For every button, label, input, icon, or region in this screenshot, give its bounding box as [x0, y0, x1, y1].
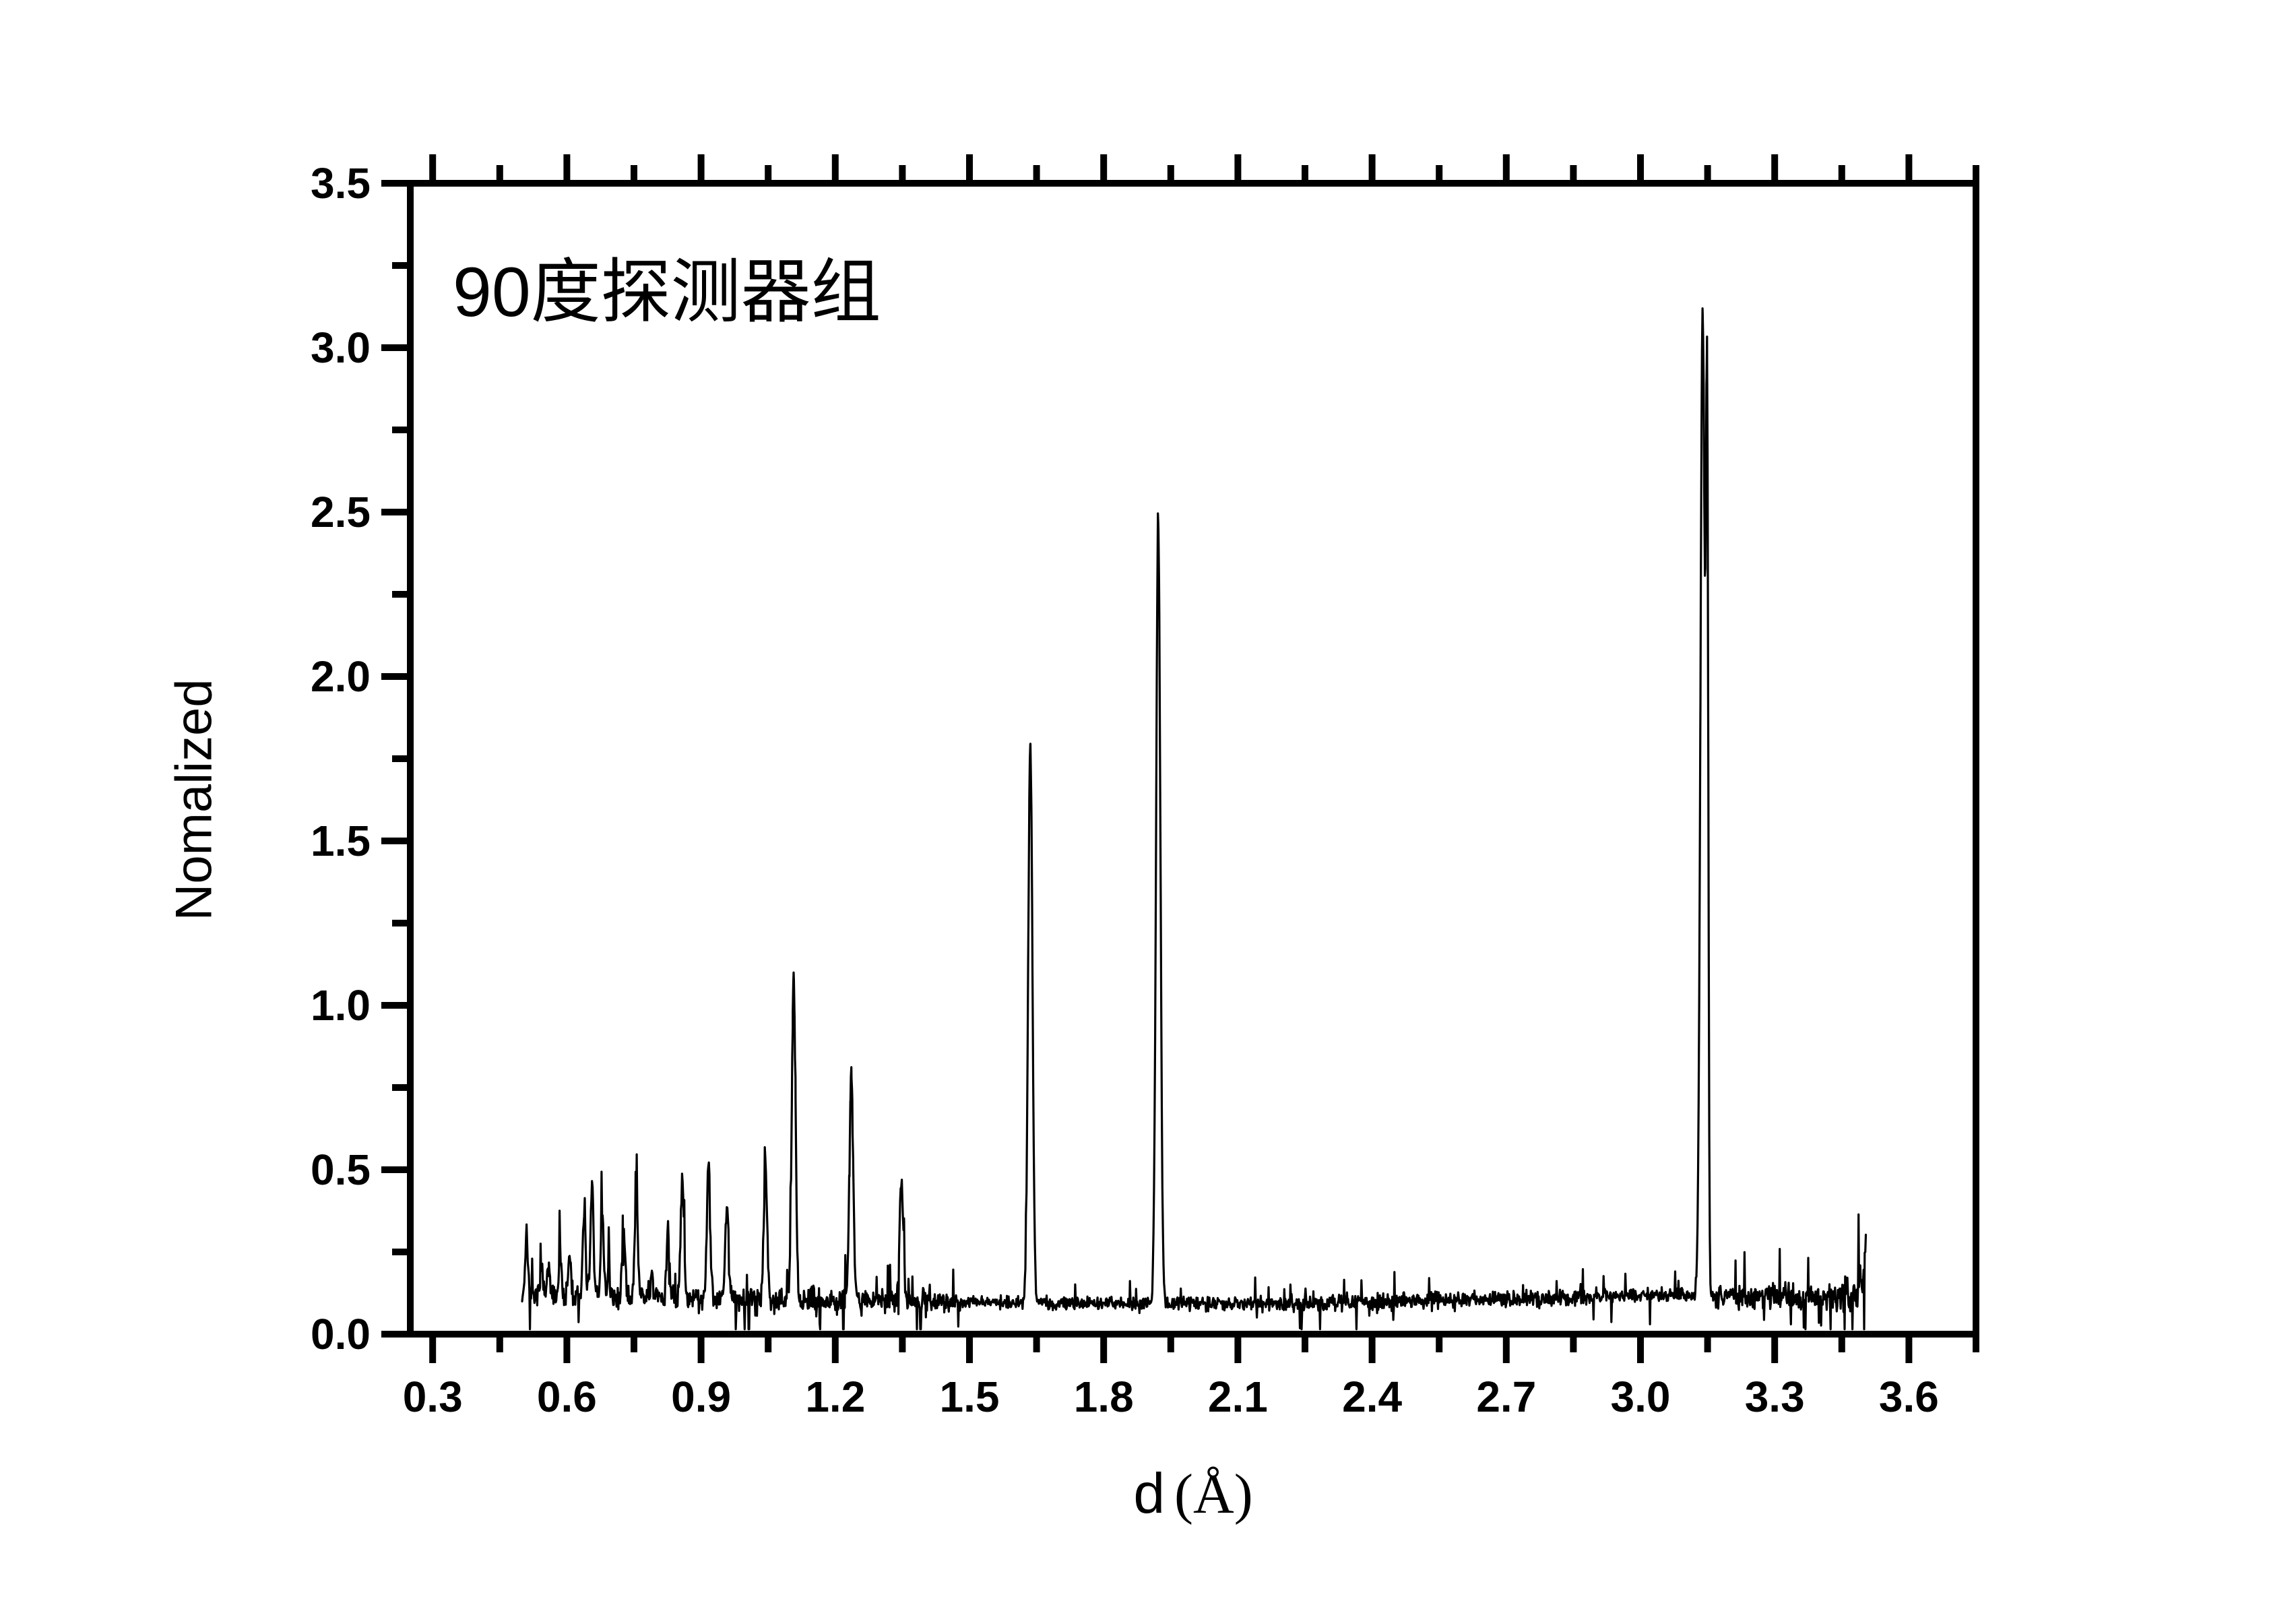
x-tick-label: 1.8: [1073, 1373, 1134, 1421]
annotation-90deg-detector-group: 90度探测器组: [453, 253, 881, 332]
x-tick-label: 0.9: [671, 1373, 732, 1421]
x-tick-label: 0.6: [536, 1373, 597, 1421]
y-tick-label: 3.5: [311, 159, 371, 208]
x-tick-label: 1.2: [805, 1373, 866, 1421]
diffraction-trace: [521, 307, 1868, 1331]
y-tick-label: 3.0: [311, 323, 371, 372]
x-tick-label: 2.7: [1476, 1373, 1537, 1421]
x-tick-label: 3.3: [1744, 1373, 1805, 1421]
y-tick-label: 0.5: [311, 1145, 371, 1194]
plot-frame: [407, 180, 1979, 1338]
y-tick-label: 1.5: [311, 817, 371, 865]
y-tick-label: 0.0: [311, 1310, 371, 1358]
x-tick-label: 2.4: [1342, 1373, 1403, 1421]
x-axis-title: d (Å): [1133, 1461, 1252, 1527]
x-tick-label: 3.6: [1878, 1373, 1939, 1421]
y-tick-label: 2.0: [311, 652, 371, 701]
axis-ticks: [381, 154, 1979, 1363]
y-axis-title: Nomalized: [165, 679, 223, 921]
y-tick-label: 1.0: [311, 981, 371, 1030]
x-tick-label: 3.0: [1610, 1373, 1671, 1421]
y-tick-label: 2.5: [311, 488, 371, 536]
x-tick-label: 0.3: [402, 1373, 463, 1421]
x-tick-label: 2.1: [1207, 1373, 1268, 1421]
x-tick-label: 1.5: [939, 1373, 1000, 1421]
x-axis-title-unit: (Å): [1174, 1463, 1253, 1526]
x-axis-title-symbol: d: [1133, 1461, 1166, 1525]
